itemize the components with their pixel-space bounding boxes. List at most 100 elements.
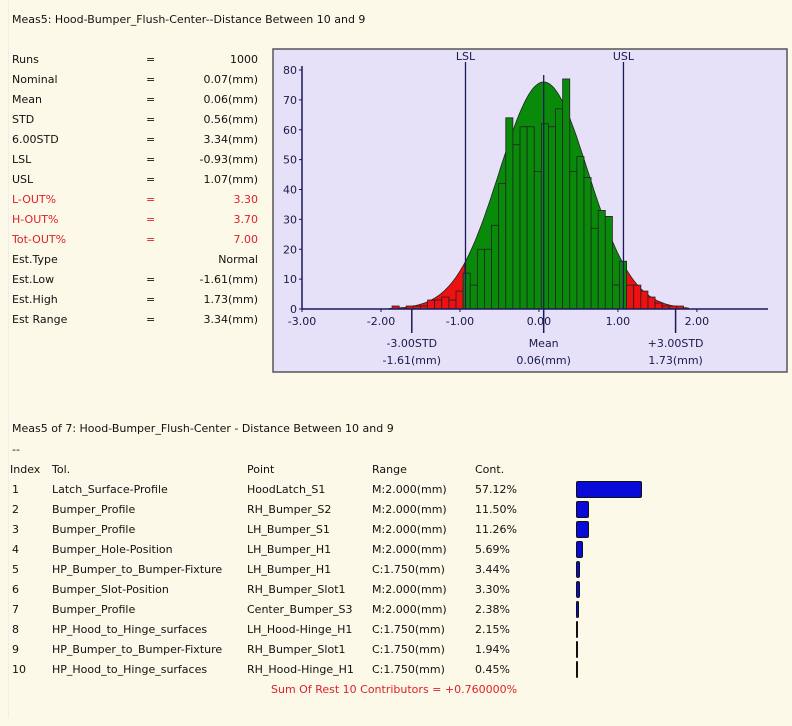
header-point: Point (247, 463, 275, 476)
marker-value: 0.06(mm) (516, 354, 571, 367)
histogram-bar (555, 108, 564, 310)
stat-equals: = (146, 133, 156, 146)
histogram-bar (576, 156, 585, 310)
stat-label: Est.Low (12, 273, 55, 286)
cell-range: M:2.000(mm) (372, 483, 447, 496)
stat-equals: = (146, 93, 156, 106)
stat-equals: = (146, 233, 156, 246)
cell-point: LH_Bumper_S1 (247, 523, 330, 536)
y-tick-label: 50 (283, 154, 297, 167)
histogram-bar (654, 302, 663, 310)
stat-value: 1.07(mm) (203, 173, 258, 186)
stat-value: 0.06(mm) (203, 93, 258, 106)
cell-point: LH_Bumper_H1 (247, 563, 332, 576)
marker-value: 1.73(mm) (648, 354, 703, 367)
stat-value: 3.34(mm) (203, 133, 258, 146)
histogram-chart: 0 10 20 30 40 50 60 70 80 -3.00 -2.00 -1.00 0.00 1.00… (272, 48, 788, 373)
cell-point: LH_Hood-Hinge_H1 (247, 623, 353, 636)
stat-label: 6.00STD (12, 133, 59, 146)
cell-point: HoodLatch_S1 (247, 483, 326, 496)
header-range: Range (372, 463, 407, 476)
stat-equals: = (146, 313, 156, 326)
stat-label: L-OUT% (12, 193, 57, 206)
histogram-bar (491, 224, 500, 310)
lsl-line-label: LSL (456, 50, 476, 63)
stat-value: Normal (218, 253, 258, 266)
stat-label: H-OUT% (12, 213, 59, 226)
contrib-dash: -- (12, 443, 20, 456)
cell-range: C:1.750(mm) (372, 643, 445, 656)
cell-tol: HP_Bumper_to_Bumper-Fixture (52, 643, 223, 656)
header-tol: Tol. (52, 463, 71, 476)
cell-point: RH_Bumper_S2 (247, 503, 332, 516)
histogram-bar (583, 177, 592, 310)
stat-equals: = (146, 73, 156, 86)
y-tick-label: 10 (283, 273, 297, 286)
x-tick-label: -1.00 (446, 315, 474, 328)
histogram-bar (455, 290, 464, 310)
y-tick-label: 20 (283, 243, 297, 256)
x-tick-label: -3.00 (288, 315, 316, 328)
histogram-bar (604, 215, 613, 310)
histogram-bar (519, 126, 528, 310)
cell-range: C:1.750(mm) (372, 563, 445, 576)
stat-label: Est.High (12, 293, 58, 306)
stat-label: STD (12, 113, 35, 126)
cell-tol: Bumper_Profile (52, 603, 136, 616)
histogram-bar (434, 299, 443, 310)
y-tick-label: 70 (283, 94, 297, 107)
cell-tol: Bumper_Hole-Position (52, 543, 173, 556)
header-index: Index (10, 463, 41, 476)
stat-value: 0.07(mm) (203, 73, 258, 86)
histogram-bar (484, 248, 492, 310)
cell-tol: Latch_Surface-Profile (52, 483, 168, 496)
contribution-bar (576, 561, 580, 578)
cell-tol: Bumper_Slot-Position (52, 583, 169, 596)
cell-index: 2 (12, 503, 19, 516)
stat-value: 1000 (230, 53, 258, 66)
stat-value: -1.61(mm) (199, 273, 258, 286)
x-tick-label: 1.00 (606, 315, 631, 328)
cell-tol: HP_Hood_to_Hinge_surfaces (52, 623, 208, 636)
marker-value: -1.61(mm) (383, 354, 441, 367)
stat-equals: = (146, 193, 156, 206)
stat-equals: = (146, 213, 156, 226)
marker-label: -3.00STD (386, 337, 437, 350)
cell-cont: 0.45% (475, 663, 510, 676)
histogram-bar (427, 299, 436, 310)
histogram-bar (512, 144, 521, 310)
stat-label: Nominal (12, 73, 58, 86)
histogram-bar (441, 296, 450, 310)
cell-cont: 57.12% (475, 483, 517, 496)
cell-point: LH_Bumper_H1 (247, 543, 332, 556)
stat-value: 3.30 (233, 193, 259, 206)
stat-value: 0.56(mm) (203, 113, 258, 126)
cell-index: 3 (12, 523, 19, 536)
histogram-bar (640, 290, 649, 310)
cell-range: M:2.000(mm) (372, 583, 447, 596)
panel-frame (8, 0, 792, 718)
stat-label: LSL (12, 153, 32, 166)
histogram-bar (597, 210, 606, 310)
stat-value: -0.93(mm) (199, 153, 258, 166)
cell-tol: HP_Hood_to_Hinge_surfaces (52, 663, 208, 676)
stat-equals: = (146, 113, 156, 126)
histogram-bar (612, 284, 620, 310)
stat-value: 3.70 (233, 213, 259, 226)
usl-line-label: USL (613, 50, 635, 63)
stat-label: USL (12, 173, 34, 186)
cell-index: 7 (12, 603, 19, 616)
stat-label: Mean (12, 93, 42, 106)
cell-cont: 11.26% (475, 523, 517, 536)
histogram-bar (647, 296, 656, 310)
histogram-bar (476, 248, 485, 310)
x-tick-label: 2.00 (685, 315, 710, 328)
contribution-bar (576, 601, 579, 618)
contribution-bar (576, 481, 643, 498)
cell-index: 5 (12, 563, 19, 576)
histogram-bar (505, 117, 514, 310)
cell-cont: 5.69% (475, 543, 510, 556)
stat-equals: = (146, 173, 156, 186)
cell-range: M:2.000(mm) (372, 523, 447, 536)
cell-index: 9 (12, 643, 19, 656)
